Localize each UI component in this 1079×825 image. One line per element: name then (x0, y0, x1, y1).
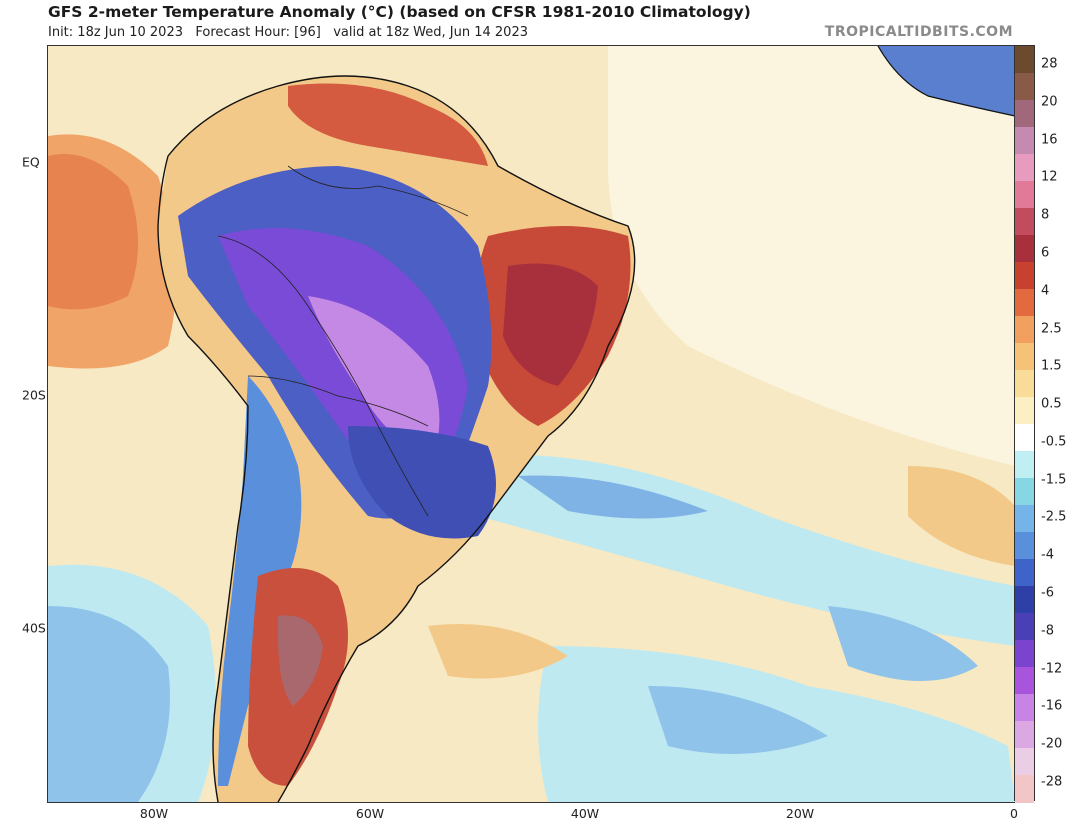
map-title: GFS 2-meter Temperature Anomaly (°C) (ba… (48, 3, 751, 21)
pacific-warm-core (48, 154, 138, 310)
colorbar-segment (1015, 505, 1034, 533)
colorbar-label: 12 (1041, 169, 1058, 185)
lat-label-eq: EQ (22, 154, 40, 170)
colorbar-segment (1015, 181, 1034, 209)
coastline (157, 75, 636, 802)
colorbar-segment (1015, 154, 1034, 182)
colorbar-label: -6 (1041, 585, 1054, 601)
colorbar-segment (1015, 397, 1034, 425)
colorbar-label: 1.5 (1041, 358, 1062, 374)
colorbar-label: -20 (1041, 736, 1063, 752)
border-line (287, 165, 469, 217)
patagonia-warm-core (277, 615, 323, 706)
colorbar-label: -4 (1041, 547, 1054, 563)
colorbar-label: -8 (1041, 623, 1054, 639)
colorbar-segment (1015, 208, 1034, 236)
forecast-subtitle: Init: 18z Jun 10 2023 Forecast Hour: [96… (48, 25, 528, 40)
colorbar-label: 28 (1041, 56, 1058, 72)
anomaly-map (47, 45, 1016, 803)
lon-label-80w: 80W (139, 806, 169, 821)
colorbar-segment (1015, 262, 1034, 290)
atlantic-south-cool-core (648, 686, 828, 754)
colorbar-segment (1015, 613, 1034, 641)
colorbar-label: -0.5 (1041, 434, 1067, 450)
colorbar-segment (1015, 316, 1034, 344)
colorbar-segment (1015, 586, 1034, 614)
colorbar-segment (1015, 775, 1034, 803)
lon-label-20w: 20W (785, 806, 815, 821)
colorbar-label: 16 (1041, 132, 1058, 148)
lat-label-40s: 40S (22, 620, 46, 636)
colorbar-segment (1015, 667, 1034, 695)
colorbar-segment (1015, 235, 1034, 263)
africa-corner-cold (878, 46, 1015, 116)
colorbar-segment (1015, 343, 1034, 371)
ne-brazil-warm-core (503, 263, 598, 386)
pacific-cool-core (48, 606, 170, 802)
colorbar-label: -1.5 (1041, 472, 1067, 488)
africa-coastline (877, 46, 1015, 117)
colorbar-segment (1015, 721, 1034, 749)
colorbar-label: 8 (1041, 207, 1050, 223)
atlantic-east-warm (908, 466, 1015, 566)
south-brazil-cold (348, 426, 496, 539)
border-line (217, 235, 429, 517)
colorbar-segment (1015, 73, 1034, 101)
colorbar-label: 0.5 (1041, 396, 1062, 412)
northern-warm-area (288, 83, 488, 166)
colorbar-segment (1015, 127, 1034, 155)
brand-watermark: TROPICALTIDBITS.COM (824, 24, 1013, 40)
colorbar-label: -28 (1041, 774, 1063, 790)
colorbar-segment (1015, 424, 1034, 452)
colorbar-label: -16 (1041, 698, 1063, 714)
colorbar (1014, 45, 1035, 803)
border-line (247, 375, 429, 427)
colorbar-segment (1015, 451, 1034, 479)
atlantic-cool-core (518, 475, 708, 519)
colorbar-label: 20 (1041, 94, 1058, 110)
colorbar-segment (1015, 559, 1034, 587)
colorbar-segment (1015, 370, 1034, 398)
colorbar-segment (1015, 100, 1034, 128)
pale-anomaly-area (608, 46, 1015, 466)
colorbar-segment (1015, 694, 1034, 722)
colorbar-label: 4 (1041, 283, 1050, 299)
atlantic-cool-patch (828, 606, 978, 681)
colorbar-segment (1015, 748, 1034, 776)
colorbar-segment (1015, 289, 1034, 317)
lat-label-20s: 20S (22, 387, 46, 403)
colorbar-label: 2.5 (1041, 321, 1062, 337)
colorbar-label: -12 (1041, 661, 1063, 677)
lon-label-60w: 60W (355, 806, 385, 821)
colorbar-label: -2.5 (1041, 509, 1067, 525)
map-canvas (48, 46, 1015, 802)
lon-label-0: 0 (1010, 806, 1018, 821)
colorbar-segment (1015, 640, 1034, 668)
colorbar-label: 6 (1041, 245, 1050, 261)
colorbar-segment (1015, 478, 1034, 506)
colorbar-segment (1015, 46, 1034, 74)
lon-label-40w: 40W (570, 806, 600, 821)
atlantic-warm-patch (428, 624, 568, 679)
colorbar-segment (1015, 532, 1034, 560)
